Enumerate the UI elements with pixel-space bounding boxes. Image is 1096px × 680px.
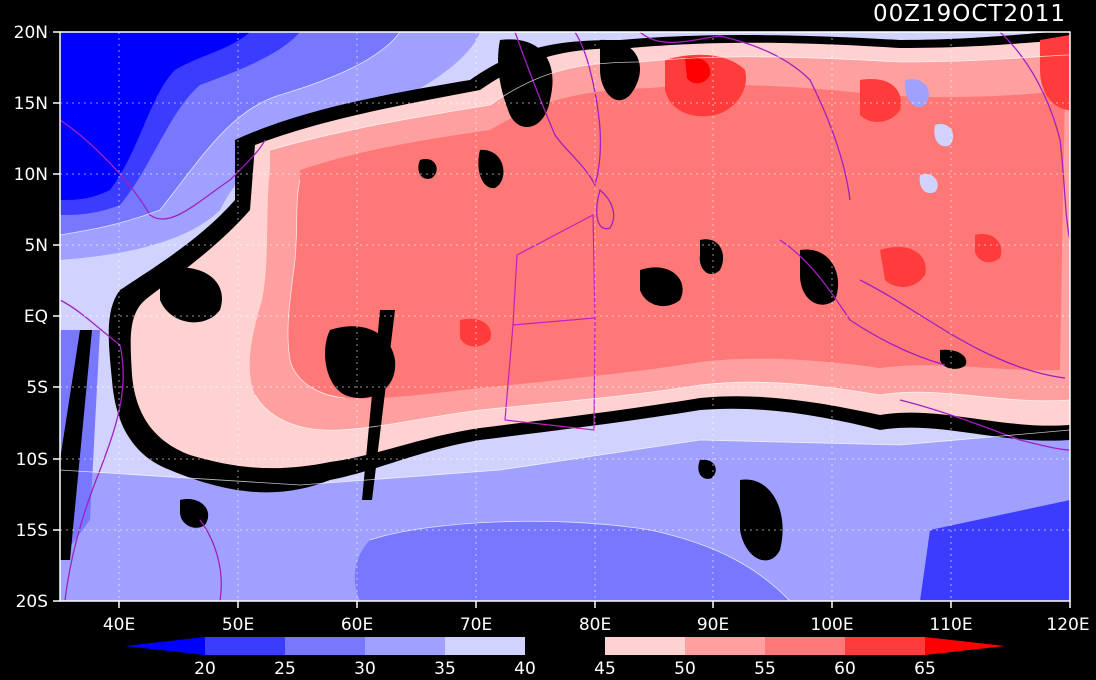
lat-label: 10N <box>14 165 48 185</box>
colorbar-label: 30 <box>354 659 376 679</box>
warm-patch-60 <box>665 54 746 117</box>
colorbar-label: 55 <box>754 659 776 679</box>
colorbar: 20 25 30 35 40 45 50 55 60 65 <box>125 637 1005 679</box>
dry-streak <box>362 310 395 500</box>
dry-patch <box>498 39 553 127</box>
lon-label: 120E <box>1046 615 1089 635</box>
lat-label: 20S <box>16 592 48 612</box>
colorbar-swatch <box>285 637 365 655</box>
cool-patch <box>934 124 954 147</box>
colorbar-swatch <box>605 637 685 655</box>
lat-label: 5S <box>26 378 48 398</box>
lat-label: 10S <box>16 450 48 470</box>
colorbar-label: 45 <box>594 659 616 679</box>
arabia-field-20 <box>60 32 250 200</box>
warm-patch-60 <box>975 234 1002 263</box>
colorbar-label: 25 <box>274 659 296 679</box>
colorbar-swatch <box>205 637 285 655</box>
lat-label: 20N <box>14 23 48 43</box>
grid-lines <box>60 32 1070 601</box>
colorbar-label: 20 <box>194 659 216 679</box>
lon-label: 60E <box>341 615 373 635</box>
dry-patch <box>699 239 724 275</box>
colorbar-swatch <box>445 637 525 655</box>
colorbar-swatch <box>365 637 445 655</box>
warm-patch-60 <box>1040 35 1070 110</box>
warm-patch-60 <box>880 246 926 287</box>
colorbar-arrow-high <box>925 637 1005 655</box>
lon-label: 100E <box>810 615 853 635</box>
lat-axis-labels: 20N 15N 10N 5N EQ 5S 10S 15S 20S <box>14 23 48 612</box>
lat-label: EQ <box>24 307 48 327</box>
cool-patch <box>919 173 938 194</box>
cool-patch <box>904 79 929 108</box>
colorbar-swatch <box>845 637 925 655</box>
map-plot-area <box>60 32 1070 601</box>
dry-patch <box>478 149 504 189</box>
warm-patch-60 <box>460 318 491 347</box>
south-field-35 <box>60 430 1070 601</box>
dry-patch <box>940 349 967 369</box>
colorbar-swatch <box>765 637 845 655</box>
dry-patch <box>740 479 783 561</box>
warm-patch-65 <box>685 57 711 84</box>
dry-patch <box>640 267 683 307</box>
colorbar-arrow-low <box>125 637 205 655</box>
south-field-30 <box>354 521 790 601</box>
colorbar-swatch <box>685 637 765 655</box>
colorbar-label: 35 <box>434 659 456 679</box>
lon-label: 70E <box>460 615 492 635</box>
lat-label: 5N <box>24 236 48 256</box>
coastlines <box>60 32 1070 601</box>
axis-ticks <box>53 31 1071 608</box>
south-field-25 <box>920 500 1070 601</box>
colorbar-label: 60 <box>834 659 856 679</box>
lat-label: 15N <box>14 94 48 114</box>
dry-patch <box>698 459 716 479</box>
map-timestamp: 00Z19OCT2011 <box>873 1 1066 27</box>
colorbar-label: 40 <box>514 659 536 679</box>
colorbar-label: 65 <box>914 659 936 679</box>
lon-label: 110E <box>929 615 972 635</box>
contour-lines <box>60 32 1070 601</box>
lat-label: 15S <box>16 521 48 541</box>
dry-patch <box>160 267 222 323</box>
lon-label: 80E <box>579 615 611 635</box>
lon-axis-labels: 40E 50E 60E 70E 80E 90E 100E 110E 120E <box>103 615 1090 635</box>
lon-label: 40E <box>103 615 135 635</box>
warm-patch-60 <box>860 79 901 122</box>
dry-patch <box>600 39 640 101</box>
lon-label: 50E <box>222 615 254 635</box>
colorbar-label: 50 <box>674 659 696 679</box>
colorbar-swatch <box>525 637 605 655</box>
lon-label: 90E <box>697 615 729 635</box>
